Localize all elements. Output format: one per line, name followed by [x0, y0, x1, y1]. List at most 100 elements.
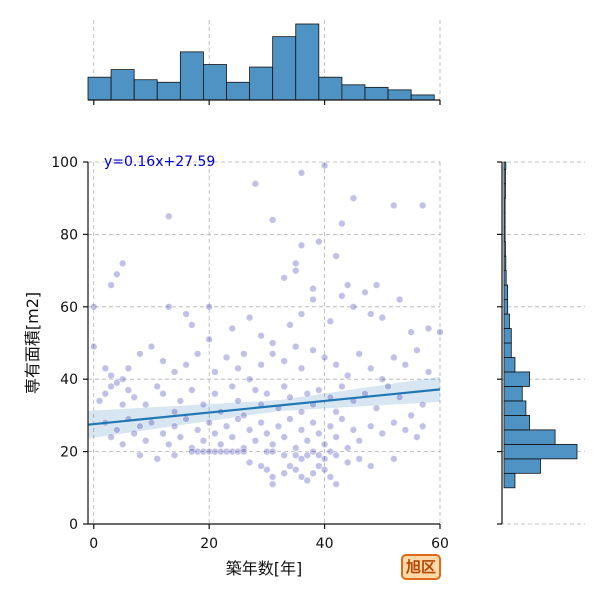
scatter-point [320, 440, 329, 449]
scatter-point [263, 466, 271, 474]
scatter-point [303, 451, 311, 459]
scatter-point [320, 161, 329, 170]
scatter-point [268, 440, 277, 449]
scatter-point [390, 201, 398, 210]
scatter-point [309, 346, 317, 354]
scatter-point [228, 382, 236, 391]
marginal-y-bar [503, 328, 512, 344]
scatter-point [332, 433, 340, 441]
marginal-x-bar [87, 76, 112, 101]
marginal-y-bar [503, 284, 509, 300]
scatter-point [309, 295, 317, 304]
scatter-point [401, 426, 410, 434]
scatter-point [251, 180, 260, 188]
scatter-point [257, 361, 265, 369]
scatter-point [418, 201, 427, 210]
marginal-y-bar [503, 342, 512, 358]
scatter-point [372, 404, 381, 412]
marginal-y-bar [503, 414, 530, 431]
scatter-point [205, 335, 213, 344]
scatter-point [217, 440, 225, 449]
regression-line-group [87, 388, 441, 426]
regression-equation: y=0.16x+27.59 [104, 154, 215, 170]
scatter-point [332, 451, 340, 459]
scatter-point [222, 353, 231, 362]
marginal-y-bar [503, 357, 516, 373]
scatter-point [309, 469, 317, 478]
scatter-point [257, 332, 265, 340]
marginal-x-bar [272, 36, 297, 101]
scatter-point [199, 400, 208, 409]
marginal-y-bar [503, 400, 527, 416]
scatter-point [286, 393, 294, 401]
scatter-point [315, 386, 323, 394]
scatter-point [234, 364, 242, 373]
ward-badge: 旭区 [401, 554, 441, 580]
scatter-point [234, 447, 242, 456]
scatter-point [292, 466, 300, 474]
scatter-point [355, 455, 363, 463]
scatter-point [349, 303, 358, 311]
scatter-point [378, 375, 386, 383]
scatter-point [107, 371, 115, 380]
scatter-point [193, 426, 202, 434]
scatter-point [245, 426, 254, 434]
scatter-point [199, 437, 208, 445]
scatter-point [361, 288, 369, 297]
scatter-point [107, 433, 115, 441]
marginal-y-bar [503, 226, 506, 243]
main-axes [83, 161, 441, 529]
scatter-point [113, 379, 121, 387]
scatter-point [228, 324, 236, 333]
scatter-point [107, 281, 115, 289]
scatter-point [234, 415, 242, 423]
scatter-point [118, 440, 127, 449]
marginal-y-bar [503, 212, 506, 228]
marginal-x-bar [226, 81, 250, 101]
scatter-point [320, 455, 329, 463]
marginal-y-bar [503, 299, 509, 315]
scatter-point [418, 422, 427, 430]
scatter-point [367, 422, 375, 430]
scatter-point [228, 447, 236, 456]
scatter-point [315, 237, 323, 246]
scatter-point [343, 458, 352, 467]
scatter-point [188, 447, 196, 456]
scatter-point [159, 357, 167, 365]
scatter-point [413, 346, 421, 354]
marginal-y-bar [503, 458, 541, 474]
scatter-points [90, 161, 444, 488]
scatter-point [153, 382, 161, 391]
scatter-point [268, 339, 277, 347]
scatter-point [182, 310, 190, 318]
scatter-point [188, 386, 196, 394]
scatter-point [124, 386, 133, 394]
marginal-x-bar [110, 69, 135, 101]
scatter-point [193, 447, 202, 456]
scatter-point [390, 418, 398, 427]
scatter-point [170, 408, 179, 416]
scatter-point [245, 458, 254, 467]
scatter-point [107, 382, 115, 391]
scatter-point [343, 371, 352, 380]
scatter-point [395, 393, 404, 401]
scatter-point [378, 429, 386, 438]
scatter-point [251, 386, 260, 394]
scatter-point [188, 321, 196, 329]
scatter-point [153, 455, 161, 463]
scatter-point [257, 462, 265, 470]
marginal-x-bar [203, 64, 227, 101]
scatter-point [332, 408, 340, 416]
scatter-point [280, 274, 288, 282]
scatter-point [297, 364, 306, 373]
scatter-point [211, 368, 219, 376]
scatter-point [240, 411, 248, 420]
scatter-point [113, 426, 121, 434]
scatter-point [211, 429, 219, 438]
scatter-point [165, 303, 173, 311]
scatter-point [251, 437, 260, 445]
tick-labels: 0 20 40 60 0 20 40 60 80 100 [51, 155, 449, 552]
scatter-point [297, 408, 306, 416]
scatter-point [245, 375, 254, 383]
marginal-y-bar [503, 270, 507, 286]
